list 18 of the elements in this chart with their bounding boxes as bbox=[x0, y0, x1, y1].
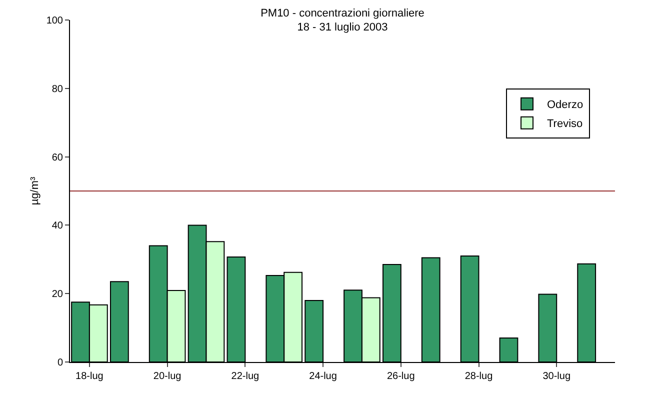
x-tick-label: 20-lug bbox=[153, 371, 182, 382]
x-tick-label: 24-lug bbox=[309, 371, 337, 382]
y-tick-label: 20 bbox=[52, 289, 64, 300]
y-axis-title: µg/m³ bbox=[29, 176, 41, 206]
y-tick-label: 0 bbox=[57, 358, 64, 368]
chart-title: PM10 - concentrazioni giornaliere bbox=[260, 7, 424, 20]
legend-label: Oderzo bbox=[547, 99, 584, 112]
y-tick-label: 80 bbox=[52, 84, 64, 95]
x-tick-label: 28-lug bbox=[464, 371, 493, 382]
y-tick-label: 60 bbox=[52, 152, 64, 164]
x-tick-label: 30-lug bbox=[542, 371, 571, 382]
chart-subtitle: 18 - 31 luglio 2003 bbox=[297, 22, 388, 34]
y-tick-label: 100 bbox=[46, 16, 64, 26]
x-tick-label: 22-lug bbox=[231, 371, 260, 382]
legend-label: Treviso bbox=[547, 118, 583, 130]
x-tick-label: 26-lug bbox=[386, 371, 415, 382]
y-tick-label: 40 bbox=[52, 220, 64, 232]
x-tick-label: 18-lug bbox=[76, 371, 104, 382]
